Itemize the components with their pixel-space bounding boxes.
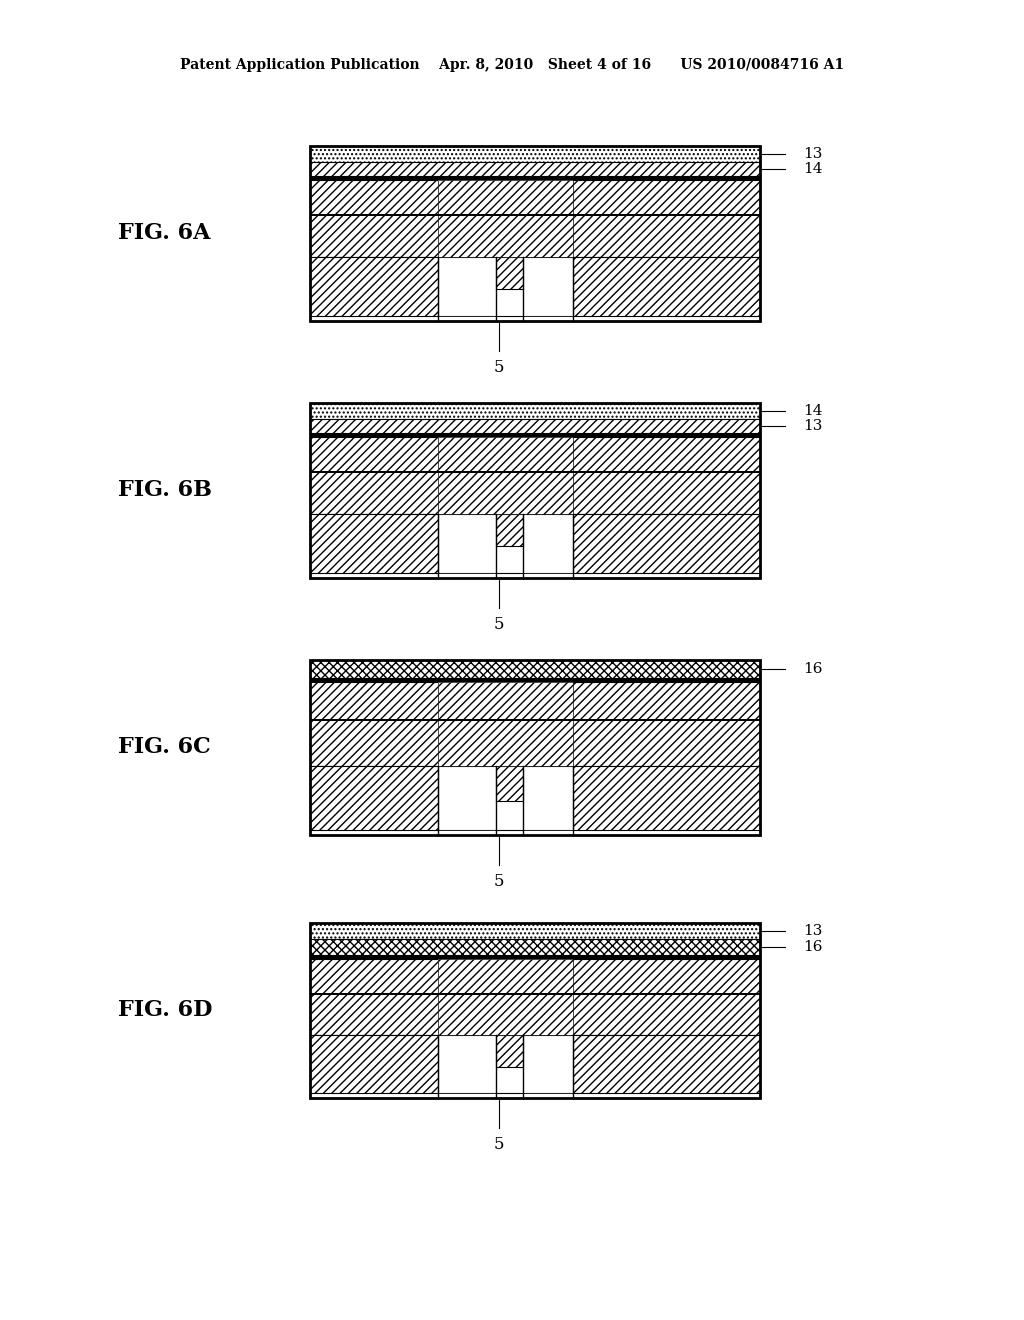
Bar	[310, 923, 760, 1098]
Text: 5: 5	[494, 616, 504, 634]
Bar	[438, 437, 573, 513]
Bar	[310, 954, 760, 960]
Text: 16: 16	[803, 663, 822, 676]
Bar	[438, 513, 496, 578]
Bar	[523, 513, 573, 578]
Bar	[310, 147, 760, 321]
Bar	[573, 1035, 760, 1098]
Bar	[310, 660, 760, 678]
Bar	[310, 315, 760, 321]
Bar	[438, 682, 573, 766]
Text: 5: 5	[494, 873, 504, 890]
Bar	[438, 180, 573, 257]
Bar	[438, 766, 496, 836]
Bar	[438, 257, 496, 321]
Bar	[310, 573, 760, 578]
Bar	[310, 923, 760, 939]
Bar	[523, 1093, 573, 1098]
Text: Patent Application Publication    Apr. 8, 2010   Sheet 4 of 16      US 2010/0084: Patent Application Publication Apr. 8, 2…	[180, 58, 844, 73]
Text: 13: 13	[803, 924, 822, 939]
Bar	[496, 257, 523, 289]
Bar	[573, 257, 760, 321]
Bar	[438, 437, 573, 513]
Bar	[573, 513, 760, 578]
Bar	[496, 1035, 523, 1067]
Bar	[310, 471, 760, 473]
Bar	[438, 573, 496, 578]
Bar	[310, 403, 760, 418]
Bar	[310, 418, 760, 433]
Bar	[310, 939, 760, 954]
Bar	[496, 513, 523, 546]
Bar	[310, 180, 760, 257]
Bar	[310, 403, 760, 578]
Bar	[310, 433, 760, 437]
Bar	[438, 1035, 496, 1098]
Bar	[523, 257, 573, 321]
Bar	[496, 766, 523, 800]
Bar	[310, 147, 760, 162]
Bar	[310, 1035, 438, 1098]
Text: FIG. 6D: FIG. 6D	[118, 999, 212, 1020]
Bar	[523, 830, 573, 836]
Bar	[310, 766, 438, 836]
Bar	[310, 719, 760, 721]
Bar	[310, 993, 760, 995]
Bar	[523, 1035, 573, 1098]
Bar	[523, 766, 573, 836]
Bar	[438, 960, 573, 1035]
Bar	[310, 719, 760, 721]
Text: FIG. 6B: FIG. 6B	[118, 479, 212, 502]
Bar	[438, 180, 573, 257]
Bar	[523, 315, 573, 321]
Text: FIG. 6C: FIG. 6C	[118, 737, 211, 758]
Bar	[438, 315, 496, 321]
Bar	[438, 1093, 496, 1098]
Bar	[310, 176, 760, 180]
Bar	[310, 660, 760, 836]
Bar	[310, 162, 760, 176]
Bar	[310, 993, 760, 995]
Bar	[310, 682, 760, 766]
Bar	[310, 1093, 760, 1098]
Bar	[310, 513, 438, 578]
Text: FIG. 6A: FIG. 6A	[118, 222, 211, 244]
Text: 5: 5	[494, 359, 504, 376]
Bar	[523, 573, 573, 578]
Bar	[310, 214, 760, 216]
Bar	[310, 830, 760, 836]
Bar	[310, 471, 760, 473]
Bar	[310, 960, 760, 1035]
Bar	[438, 960, 573, 1035]
Text: 5: 5	[494, 1137, 504, 1152]
Bar	[438, 830, 496, 836]
Text: 14: 14	[803, 404, 822, 418]
Bar	[573, 766, 760, 836]
Bar	[310, 678, 760, 682]
Text: 14: 14	[803, 162, 822, 176]
Bar	[310, 437, 760, 513]
Text: 13: 13	[803, 418, 822, 433]
Bar	[438, 682, 573, 766]
Bar	[310, 257, 438, 321]
Text: 13: 13	[803, 147, 822, 161]
Text: 16: 16	[803, 940, 822, 954]
Bar	[310, 214, 760, 216]
